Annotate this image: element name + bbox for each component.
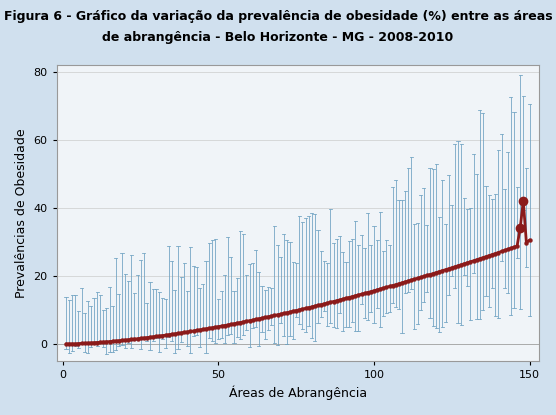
Text: de abrangência - Belo Horizonte - MG - 2008-2010: de abrangência - Belo Horizonte - MG - 2… bbox=[102, 31, 454, 44]
Y-axis label: Prevalências de Obesidade: Prevalências de Obesidade bbox=[15, 128, 28, 298]
X-axis label: Áreas de Abrangência: Áreas de Abrangência bbox=[229, 386, 367, 400]
Text: Figura 6 - Gráfico da variação da prevalência de obesidade (%) entre as áreas: Figura 6 - Gráfico da variação da preval… bbox=[4, 10, 552, 23]
